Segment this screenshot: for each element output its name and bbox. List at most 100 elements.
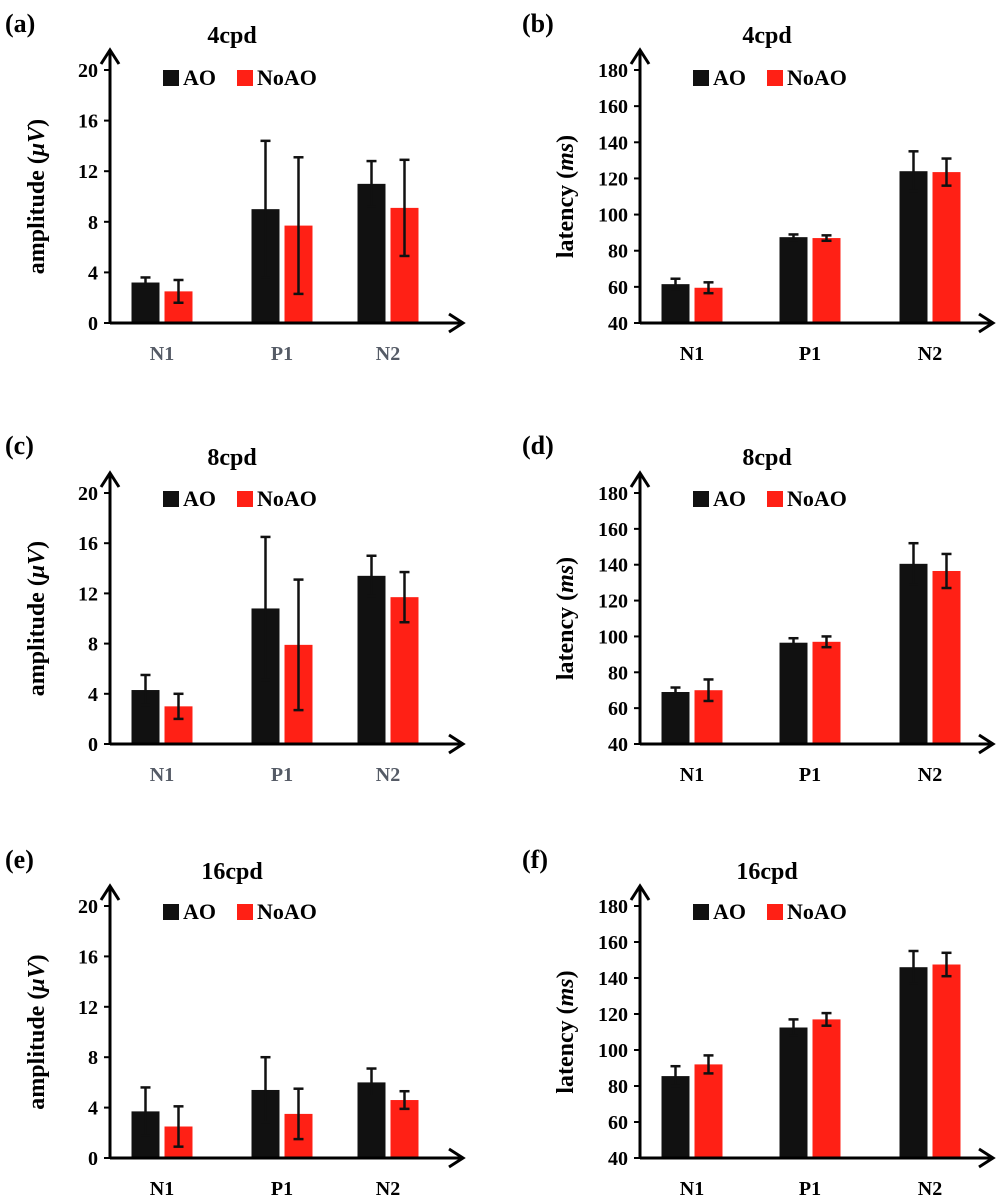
y-tick-label: 120 [598,1004,628,1026]
legend-label-ao: AO [183,486,216,511]
y-tick-label: 60 [608,1112,628,1134]
x-tick-label: N1 [680,1178,704,1199]
x-axis-arrowhead [448,312,466,334]
y-axis-label-close: ) [24,954,50,962]
y-axis-label: amplitude (μV) [24,541,50,696]
x-tick-label: N2 [918,1178,942,1199]
x-axis-arrowhead [448,733,466,755]
y-tick-label: 40 [608,734,628,756]
x-tick-label: N2 [376,1178,400,1199]
x-axis-arrowhead [978,312,996,334]
bar-noao-n2 [932,570,961,744]
bar-ao-n2 [899,563,928,744]
y-tick-label: 180 [598,896,628,918]
bar-noao-p1 [812,238,841,323]
panel-label: (d) [522,431,554,460]
x-tick-label: N1 [150,1178,174,1199]
chart-panel-c: (c) 8cpd amplitude (μV) 0 4 8 12 16 20 N1 P1 N2 AO No… [5,431,466,786]
bar-noao-p1 [812,1019,841,1158]
y-axis-label-close: ) [553,135,579,143]
legend-swatch-ao [163,904,179,920]
y-axis-label: latency (ms) [553,135,579,258]
y-tick-label: 8 [88,1047,98,1069]
y-tick-label: 16 [78,946,98,968]
y-axis-label-main: latency ( [553,1006,579,1093]
y-tick-label: 140 [598,555,628,577]
x-tick-label: P1 [271,343,293,365]
legend-label-noao: NoAO [257,899,317,924]
y-tick-label: 20 [78,60,98,82]
bar-noao-n2 [932,964,961,1158]
legend-label-ao: AO [713,65,746,90]
y-axis-label-main: latency ( [553,171,579,258]
y-axis-label-main: amplitude ( [24,992,50,1110]
y-axis-label-close: ) [553,970,579,978]
y-tick-label: 4 [88,262,98,284]
legend-swatch-noao [767,491,783,507]
y-axis-label-close: ) [24,541,50,549]
legend-label-noao: NoAO [787,65,847,90]
y-axis-label: amplitude (μV) [24,119,50,274]
y-tick-label: 100 [598,205,628,227]
y-tick-label: 180 [598,483,628,505]
bar-ao-n1 [661,692,690,744]
y-tick-label: 8 [88,212,98,234]
y-tick-label: 140 [598,968,628,990]
y-axis-label: latency (ms) [553,557,579,680]
y-tick-label: 120 [598,168,628,190]
x-tick-label: P1 [271,1178,293,1199]
y-tick-label: 20 [78,896,98,918]
bar-noao-n1 [694,1064,723,1158]
x-axis-arrowhead [448,1147,466,1169]
bar-ao-n2 [357,575,386,744]
y-axis-label-close: ) [553,557,579,565]
y-tick-label: 12 [78,161,98,183]
bar-ao-p1 [779,237,808,323]
bar-ao-n2 [899,967,928,1158]
legend-swatch-noao [237,904,253,920]
bar-ao-p1 [779,642,808,744]
y-axis-label-main: latency ( [553,593,579,680]
chart-panel-d: (d) 8cpd latency (ms) 40 60 80 100 120 140 160 180… [522,431,996,786]
y-tick-label: 40 [608,313,628,335]
y-tick-label: 80 [608,1076,628,1098]
y-axis-arrowhead [629,470,651,488]
panel-label: (e) [5,845,34,874]
panel-label: (f) [522,845,548,874]
bar-ao-n1 [131,282,160,323]
panel-label: (b) [522,9,554,38]
y-tick-label: 40 [608,1148,628,1170]
y-axis-label-unit: μV [24,125,50,158]
bar-ao-n1 [661,1076,690,1158]
y-tick-label: 80 [608,241,628,263]
y-tick-label: 140 [598,132,628,154]
chart-title: 8cpd [207,445,257,471]
y-tick-label: 60 [608,698,628,720]
y-tick-label: 180 [598,60,628,82]
y-tick-label: 4 [88,684,98,706]
x-tick-label: P1 [799,1178,821,1199]
legend-swatch-noao [237,491,253,507]
y-tick-label: 0 [88,313,98,335]
x-axis-arrowhead [978,733,996,755]
y-tick-label: 160 [598,519,628,541]
chart-title: 8cpd [742,445,792,471]
legend-swatch-noao [767,70,783,86]
legend-swatch-ao [163,491,179,507]
x-tick-label: P1 [799,764,821,786]
x-tick-label: N1 [150,764,174,786]
y-tick-label: 16 [78,111,98,133]
y-tick-label: 16 [78,533,98,555]
x-tick-label: N1 [150,343,174,365]
y-axis-arrowhead [99,47,121,65]
y-axis-arrowhead [629,47,651,65]
chart-panel-f: (f) 16cpd latency (ms) 40 60 80 100 120 140 160 18… [522,845,996,1199]
legend-swatch-ao [163,70,179,86]
chart-title: 16cpd [736,859,798,885]
legend-label-ao: AO [183,899,216,924]
y-tick-label: 100 [598,1040,628,1062]
y-tick-label: 160 [598,932,628,954]
legend-label-ao: AO [713,486,746,511]
y-tick-label: 160 [598,96,628,118]
y-tick-label: 0 [88,1148,98,1170]
